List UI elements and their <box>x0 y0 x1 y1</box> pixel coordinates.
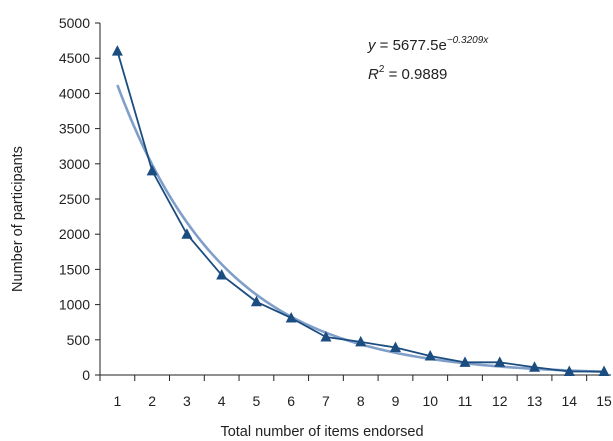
fit-equation-exponent: −0.3209x <box>447 35 489 46</box>
x-tick-label: 15 <box>596 393 612 409</box>
data-line <box>116 50 605 373</box>
data-point-triangle <box>355 335 367 347</box>
data-point-triangle <box>389 341 401 353</box>
x-axis-label: Total number of items endorsed <box>220 424 423 440</box>
fit-equation-y: y <box>367 37 377 54</box>
x-tick-label: 13 <box>527 393 543 409</box>
equation-annotation: y = 5677.5e−0.3209x R2 = 0.9889 <box>367 35 489 83</box>
y-tick-label: 500 <box>67 332 91 348</box>
data-point-triangle <box>459 356 471 367</box>
y-tick-label: 1500 <box>59 261 90 277</box>
fit-equation: y = 5677.5e−0.3209x <box>367 35 489 54</box>
y-tick-label: 1000 <box>59 297 90 313</box>
data-point-triangle <box>494 356 506 367</box>
data-point-triangle <box>250 295 262 307</box>
y-tick-label: 2500 <box>59 191 90 207</box>
y-tick-label: 4000 <box>59 85 90 101</box>
y-tick-label: 2000 <box>59 226 90 242</box>
y-tick-label: 4500 <box>59 50 90 66</box>
data-point-triangle <box>111 45 123 56</box>
fit-curve-layer <box>116 84 605 374</box>
r-squared-r: R <box>368 66 379 83</box>
x-tick-label: 7 <box>322 393 330 409</box>
x-tick-label: 2 <box>148 393 156 409</box>
data-point-triangle <box>563 365 575 376</box>
x-tick-label: 5 <box>253 393 261 409</box>
r-squared-power: 2 <box>379 64 385 75</box>
data-series-layer <box>111 45 610 376</box>
data-point-triangle <box>181 228 193 239</box>
y-tick-label: 3500 <box>59 121 90 137</box>
x-tick-label: 11 <box>458 393 473 409</box>
data-point-triangle <box>598 365 610 376</box>
fit-curve <box>116 84 605 374</box>
x-tick-label: 1 <box>113 393 121 409</box>
data-point-triangle <box>320 330 332 342</box>
data-point-triangle <box>216 269 228 280</box>
r-squared: R2 = 0.9889 <box>368 64 447 83</box>
x-tick-label: 8 <box>357 393 365 409</box>
y-axis: 0 500 1000 1500 2000 2500 3000 3500 4000 4500 5000 <box>59 15 101 383</box>
x-axis: 1 2 3 4 5 6 7 8 9 10 11 12 13 14 15 <box>99 374 612 409</box>
fit-equation-rhs: = 5677.5e <box>376 37 447 54</box>
data-point-triangle <box>529 361 541 372</box>
x-tick-label: 12 <box>492 393 508 409</box>
r-squared-value: = 0.9889 <box>384 66 447 83</box>
x-tick-label: 4 <box>218 393 226 409</box>
data-point-triangle <box>285 311 297 323</box>
x-tick-label: 3 <box>183 393 191 409</box>
y-tick-label: 3000 <box>59 156 90 172</box>
x-tick-label: 14 <box>561 393 577 409</box>
y-tick-label: 0 <box>82 367 90 383</box>
y-axis-label: Number of participants <box>10 146 26 292</box>
x-tick-label: 6 <box>287 393 295 409</box>
y-tick-label: 5000 <box>59 15 90 31</box>
data-point-triangle <box>424 349 436 361</box>
x-tick-label: 9 <box>392 393 400 409</box>
data-point-triangle <box>146 164 158 176</box>
x-tick-label: 10 <box>422 393 438 409</box>
